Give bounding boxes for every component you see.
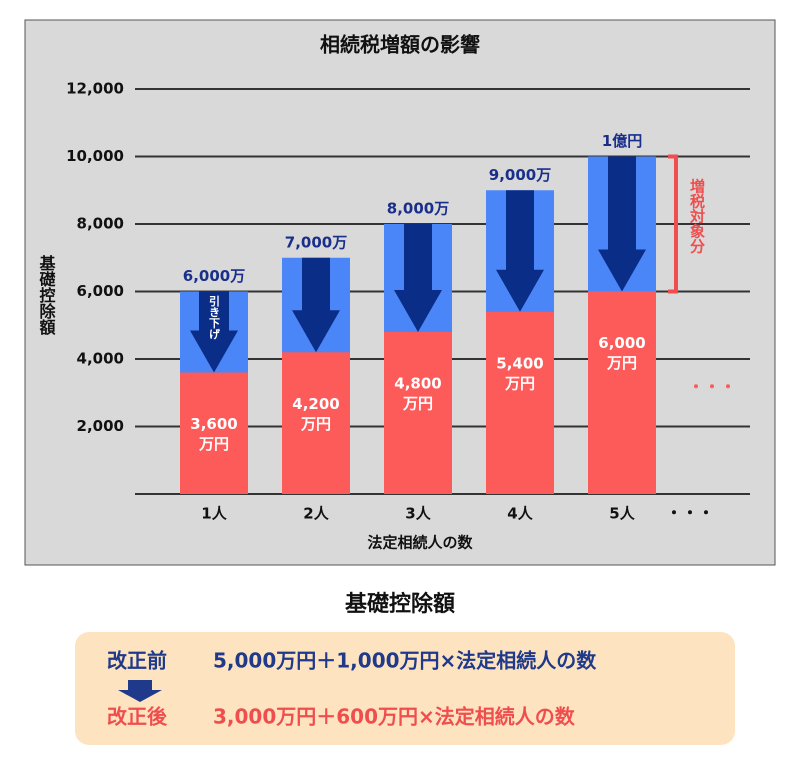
formula-box	[75, 632, 735, 745]
x-tick-label: 1人	[201, 505, 227, 523]
formula-title: 基礎控除額	[345, 591, 455, 617]
x-continuation: ・・・	[666, 504, 714, 523]
bar	[384, 332, 452, 494]
y-tick-label: 8,000	[77, 215, 124, 233]
value-label: 4,200	[292, 395, 339, 413]
row-label: 改正後	[107, 705, 168, 729]
continuation: ・・・	[688, 378, 736, 397]
value-label: 万円	[606, 354, 637, 372]
x-tick-label: 2人	[303, 505, 329, 523]
value-label: 9,000万	[489, 166, 551, 184]
chart-title: 相続税増額の影響	[320, 33, 480, 57]
y-tick-label: 10,000	[66, 147, 124, 165]
x-tick-label: 4人	[507, 505, 533, 523]
y-tick-label: 6,000	[77, 282, 124, 300]
bracket-label: 増税対象分	[688, 178, 706, 255]
row-formula: 5,000万円＋1,000万円×法定相続人の数	[213, 649, 597, 673]
y-tick-label: 12,000	[66, 80, 124, 98]
value-label: 7,000万	[285, 233, 347, 251]
x-axis-label: 法定相続人の数	[367, 534, 473, 552]
value-label: 5,400	[496, 354, 543, 372]
x-tick-label: 5人	[609, 505, 635, 523]
value-label: 4,800	[394, 375, 441, 393]
y-tick-label: 4,000	[77, 350, 124, 368]
value-label: 万円	[504, 374, 535, 392]
reduction-arrow	[292, 257, 340, 353]
bar	[282, 352, 350, 494]
value-label: 6,000	[598, 334, 645, 352]
y-tick-label: 2,000	[77, 417, 124, 435]
reduction-arrow	[496, 190, 544, 312]
bar	[588, 291, 656, 494]
reduction-arrow	[190, 291, 238, 373]
value-label: 1億円	[602, 132, 642, 150]
y-axis-label: 基礎控除額	[37, 254, 57, 336]
bar	[180, 372, 248, 494]
change-arrow	[118, 680, 162, 702]
row-formula: 3,000万円＋600万円×法定相続人の数	[213, 705, 576, 729]
reduction-arrow	[598, 156, 646, 292]
bracket	[668, 154, 678, 294]
value-label: 3,600	[190, 415, 237, 433]
value-label: 8,000万	[387, 200, 449, 218]
row-label: 改正前	[107, 649, 167, 673]
bar	[486, 311, 554, 494]
value-label: 万円	[198, 435, 229, 453]
value-label: 6,000万	[183, 267, 245, 285]
value-label: 万円	[402, 395, 433, 413]
value-label: 万円	[300, 415, 331, 433]
reduction-arrow	[394, 224, 442, 332]
x-tick-label: 3人	[405, 505, 431, 523]
arrow-label: 引き下げ	[208, 294, 221, 340]
